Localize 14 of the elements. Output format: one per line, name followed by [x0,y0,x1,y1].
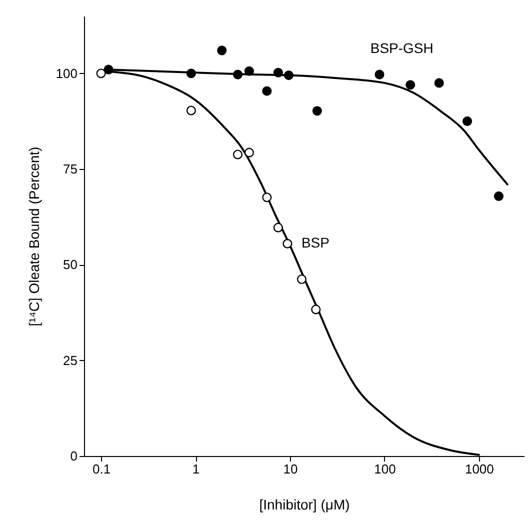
y-tick-label: 100 [56,66,78,81]
x-tick-label: 0.1 [92,462,111,476]
x-tick-label: 1000 [464,462,494,476]
x-tick-label: 10 [283,462,298,476]
y-tick-label: 75 [63,162,78,177]
y-tick-label: 50 [63,257,78,272]
y-tick-label: 25 [63,352,78,368]
y-tick-label: 0 [70,448,78,464]
y-axis-title: [¹⁴C] Oleate Bound (Percent) [26,146,42,326]
x-tick-label: 100 [374,462,396,476]
series-label: BSP [301,234,330,251]
x-tick-label: 1 [192,462,200,476]
x-axis-title: [Inhibitor] (μM) [259,496,350,512]
series-label: BSP-GSH [370,40,434,56]
